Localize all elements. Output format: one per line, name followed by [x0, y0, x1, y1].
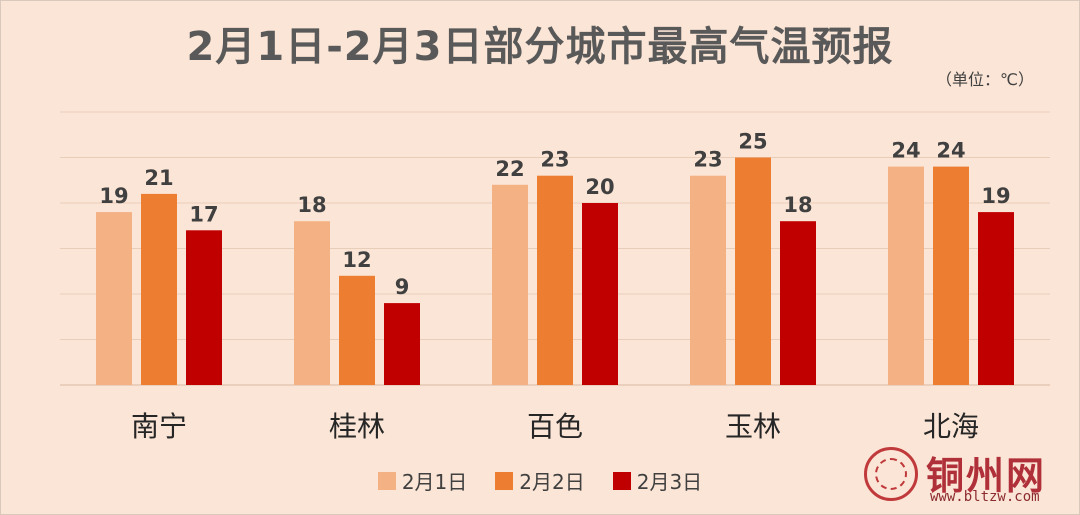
unit-label: （单位：℃） — [936, 70, 1034, 89]
data-label-北海-series-3: 19 — [981, 184, 1010, 208]
data-label-南宁-series-2: 21 — [144, 166, 173, 190]
watermark-logo-icon — [864, 447, 918, 501]
data-label-南宁-series-1: 19 — [99, 184, 128, 208]
data-label-桂林-series-2: 12 — [342, 248, 371, 272]
bar-南宁-series-2 — [141, 193, 177, 385]
bar-百色-series-3 — [582, 203, 618, 385]
data-label-百色-series-3: 20 — [585, 175, 614, 199]
data-label-桂林-series-3: 9 — [395, 275, 410, 299]
x-tick-label-百色: 百色 — [527, 410, 583, 443]
legend-item-series-3: 2月3日 — [612, 466, 703, 495]
chart-legend: 2月1日 2月2日 2月3日 — [0, 466, 1080, 495]
bar-玉林-series-2 — [735, 157, 771, 385]
data-label-玉林-series-3: 18 — [783, 193, 812, 217]
data-label-玉林-series-1: 23 — [693, 148, 722, 172]
legend-item-series-2: 2月2日 — [495, 466, 585, 495]
x-tick-label-玉林: 玉林 — [725, 410, 781, 443]
watermark: 铜州网 www.bltzw.com — [864, 443, 1070, 507]
bar-玉林-series-3 — [780, 221, 816, 385]
legend-label-series-1: 2月1日 — [401, 470, 468, 494]
data-label-百色-series-1: 22 — [495, 157, 524, 181]
bar-桂林-series-1 — [294, 221, 330, 385]
bar-chart-plot: 19 21 17 南宁 18 12 9 桂林 22 23 20 百色 23 25 18 玉林 24 24 19 北海 — [60, 111, 1050, 443]
chart-title: 2月1日-2月3日部分城市最高气温预报 — [186, 24, 894, 70]
x-tick-label-桂林: 桂林 — [329, 410, 385, 443]
legend-swatch-series-3 — [612, 471, 631, 490]
data-label-北海-series-2: 24 — [936, 139, 965, 163]
bar-北海-series-1 — [888, 166, 924, 385]
watermark-name: 铜州网 — [926, 453, 1047, 498]
bar-北海-series-3 — [978, 212, 1014, 385]
bar-百色-series-1 — [492, 184, 528, 385]
legend-label-series-3: 2月3日 — [636, 470, 703, 494]
bar-桂林-series-3 — [384, 303, 420, 385]
legend-item-series-1: 2月1日 — [377, 466, 468, 495]
data-label-南宁-series-3: 17 — [189, 202, 218, 226]
watermark-url: www.bltzw.com — [930, 489, 1040, 505]
data-label-桂林-series-1: 18 — [297, 193, 326, 217]
bar-百色-series-2 — [537, 175, 573, 385]
data-label-玉林-series-2: 25 — [738, 130, 767, 154]
bar-南宁-series-1 — [96, 212, 132, 385]
bar-北海-series-2 — [933, 166, 969, 385]
x-tick-label-南宁: 南宁 — [131, 410, 187, 443]
bar-南宁-series-3 — [186, 230, 222, 385]
legend-label-series-2: 2月2日 — [519, 470, 585, 494]
data-label-北海-series-1: 24 — [891, 139, 920, 163]
bar-桂林-series-2 — [339, 275, 375, 385]
data-label-百色-series-2: 23 — [540, 148, 569, 172]
watermark-logo-inner — [875, 458, 907, 490]
legend-swatch-series-2 — [495, 471, 514, 490]
bar-玉林-series-1 — [690, 175, 726, 385]
x-tick-label-北海: 北海 — [923, 410, 979, 443]
legend-swatch-series-1 — [377, 471, 396, 490]
